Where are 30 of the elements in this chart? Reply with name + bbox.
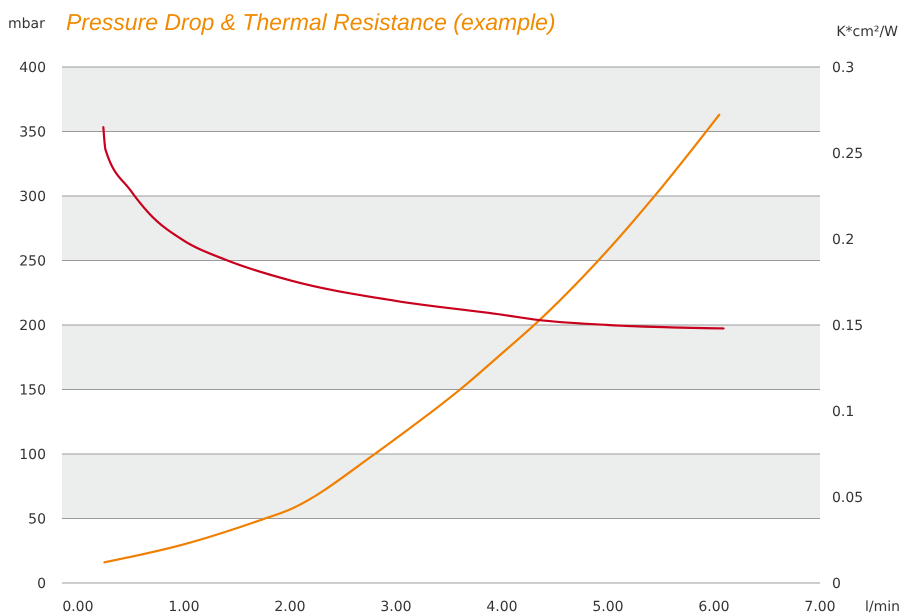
y-tick-label: 350 bbox=[19, 124, 46, 140]
y2-tick-label: 0.15 bbox=[832, 318, 864, 334]
y2-tick-label: 0.3 bbox=[832, 60, 854, 76]
x-tick-label: 1.00 bbox=[168, 599, 200, 614]
y-tick-label: 200 bbox=[19, 318, 46, 334]
y-tick-label: 300 bbox=[19, 189, 46, 205]
x-axis-title: l/min bbox=[864, 599, 900, 614]
y-tick-label: 250 bbox=[19, 254, 46, 270]
x-tick-label: 4.00 bbox=[486, 599, 518, 614]
y-tick-label: 150 bbox=[19, 382, 46, 398]
y-tick-label: 400 bbox=[19, 60, 46, 76]
y-tick-label: 100 bbox=[19, 447, 46, 463]
y2-tick-label: 0.1 bbox=[832, 404, 854, 420]
y2-axis-title: K*cm²/W bbox=[836, 24, 898, 40]
y2-tick-label: 0.2 bbox=[832, 232, 854, 248]
y2-tick-label: 0 bbox=[832, 576, 841, 592]
x-tick-label: 7.00 bbox=[804, 599, 836, 614]
x-tick-label: 3.00 bbox=[380, 599, 412, 614]
x-tick-label: 0.00 bbox=[62, 599, 94, 614]
line-series bbox=[103, 114, 720, 564]
y-tick-label: 50 bbox=[28, 512, 46, 528]
y-axis-title: mbar bbox=[8, 16, 46, 32]
line-series bbox=[102, 126, 725, 330]
y-tick-label: 0 bbox=[37, 576, 46, 592]
x-tick-label: 6.00 bbox=[698, 599, 730, 614]
y2-tick-label: 0.05 bbox=[832, 490, 864, 506]
x-tick-label: 2.00 bbox=[274, 599, 306, 614]
x-tick-label: 5.00 bbox=[592, 599, 624, 614]
y2-tick-label: 0.25 bbox=[832, 146, 864, 162]
chart-title: Pressure Drop & Thermal Resistance (example) bbox=[66, 9, 556, 35]
